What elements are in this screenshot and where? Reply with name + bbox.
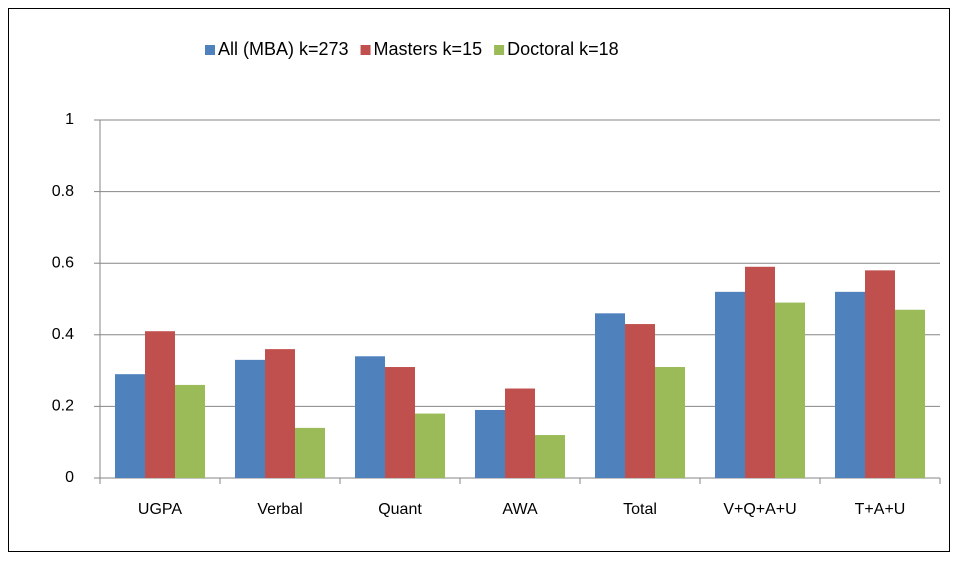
y-tick-label: 0.4 <box>52 326 74 343</box>
x-tick-label: Verbal <box>257 501 302 518</box>
x-tick-label: Quant <box>378 501 422 518</box>
bar <box>415 413 445 478</box>
bar <box>175 384 205 478</box>
y-tick-label: 0 <box>65 469 74 486</box>
bar <box>385 367 415 478</box>
bar <box>625 324 655 478</box>
bar <box>715 291 745 478</box>
x-tick-label: V+Q+A+U <box>723 501 796 518</box>
y-tick-label: 0.2 <box>52 398 74 415</box>
y-tick-label: 1 <box>65 111 74 128</box>
x-tick-label: AWA <box>502 501 538 518</box>
legend-swatch <box>494 45 505 55</box>
bar <box>115 374 145 478</box>
bar <box>655 367 685 478</box>
legend-label: All (MBA) k=273 <box>218 39 349 59</box>
bar <box>355 356 385 478</box>
x-tick-label: UGPA <box>138 501 182 518</box>
y-tick-label: 0.8 <box>52 183 74 200</box>
bar <box>145 331 175 478</box>
y-tick-label: 0.6 <box>52 254 74 271</box>
legend-label: Doctoral k=18 <box>507 39 619 59</box>
x-tick-label: Total <box>623 501 657 518</box>
bar <box>595 313 625 478</box>
legend-swatch <box>205 45 215 55</box>
bar <box>295 427 325 478</box>
bar <box>895 309 925 478</box>
bar <box>775 302 805 478</box>
bar <box>235 359 265 478</box>
bar <box>835 291 865 478</box>
x-tick-label: T+A+U <box>855 501 906 518</box>
bar <box>475 409 505 478</box>
bar <box>265 349 295 478</box>
bar <box>505 388 535 478</box>
bar <box>865 270 895 478</box>
bar <box>535 435 565 478</box>
bar <box>745 266 775 478</box>
legend-swatch <box>360 45 371 55</box>
legend-label: Masters k=15 <box>374 39 483 59</box>
